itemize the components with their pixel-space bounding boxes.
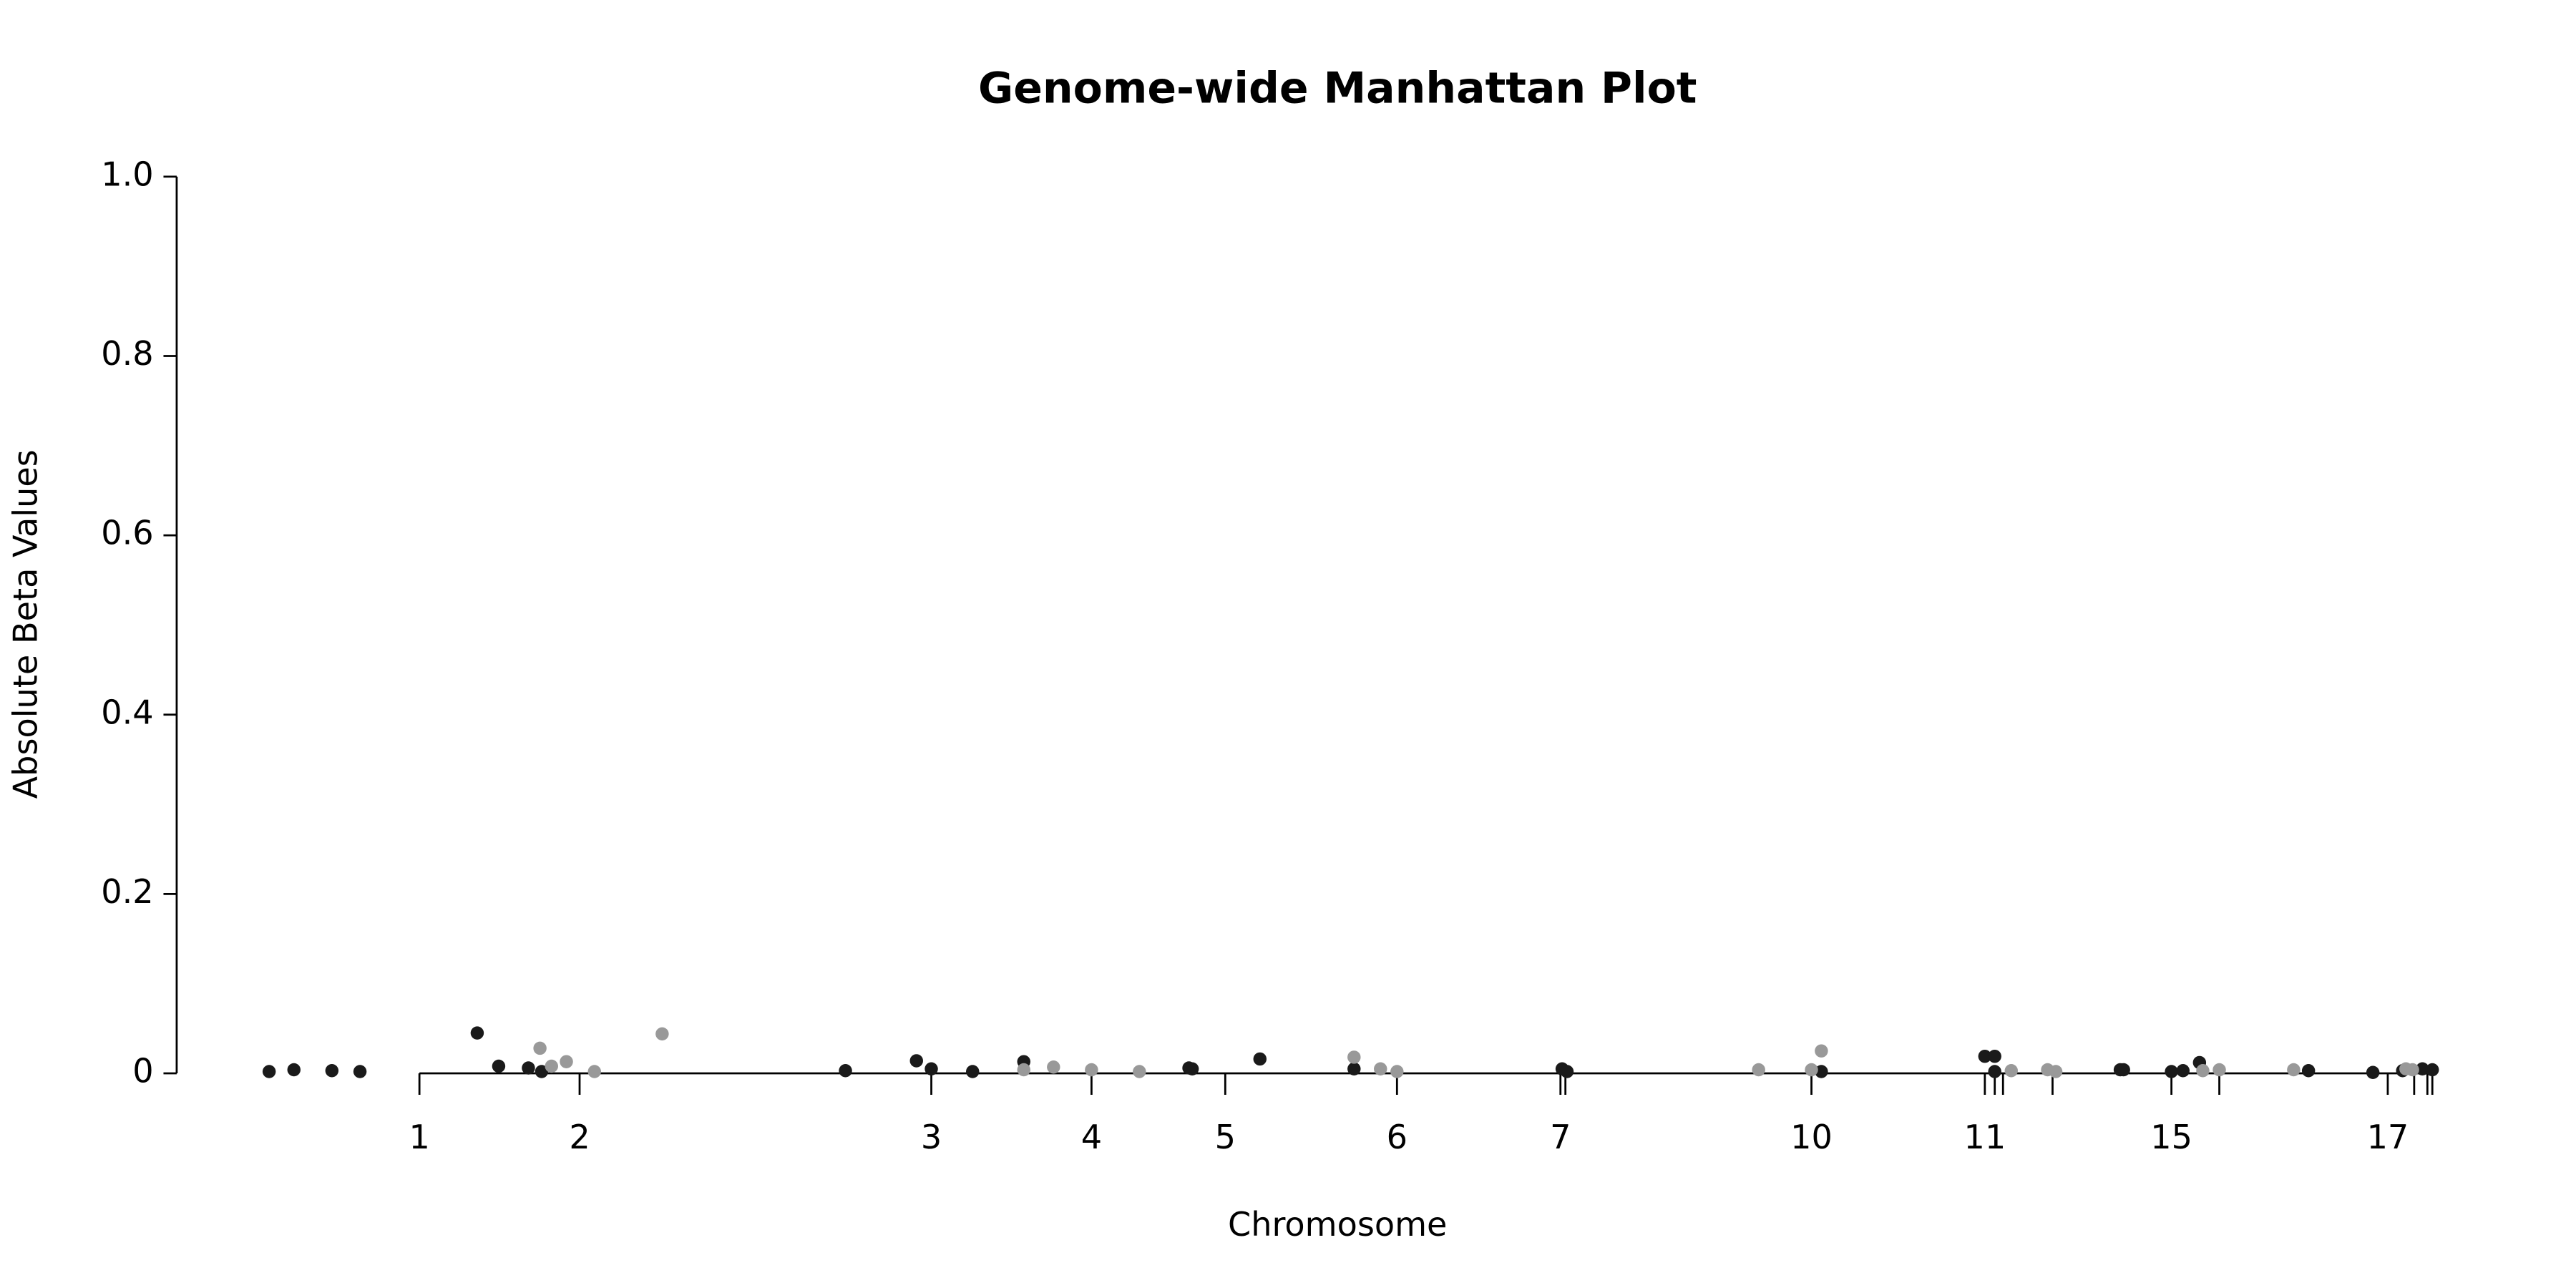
point [1805,1063,1818,1077]
point [966,1065,980,1078]
x-tick-label: 17 [2367,1118,2409,1156]
y-axis-label: Absolute Beta Values [6,449,45,799]
y-tick-label: 1.0 [101,155,153,193]
point [287,1063,301,1077]
point [1085,1063,1098,1077]
point [492,1059,506,1073]
point [1017,1063,1030,1077]
point [2176,1064,2190,1078]
x-tick-label: 5 [1215,1118,1236,1156]
point [1752,1063,1765,1077]
y-tick-label: 0 [132,1052,153,1091]
point [1374,1062,1387,1075]
point [1988,1049,2001,1063]
point [1815,1044,1828,1058]
point [587,1065,601,1078]
point [560,1055,573,1068]
point [1390,1065,1404,1078]
point [1815,1065,1828,1078]
point [909,1054,923,1068]
point [1978,1049,1992,1063]
point [1185,1062,1199,1075]
x-axis-label: Chromosome [1228,1205,1447,1244]
point [545,1059,558,1073]
x-tick-label: 6 [1387,1118,1407,1156]
point [2049,1065,2063,1078]
point [2117,1063,2130,1077]
point [1047,1060,1060,1074]
point [1560,1065,1574,1078]
x-tick-label: 11 [1963,1118,2006,1156]
x-tick-label: 3 [921,1118,942,1156]
point [924,1062,938,1075]
x-tick-label: 7 [1550,1118,1571,1156]
point [2416,1062,2429,1075]
point [1133,1065,1146,1078]
point [1347,1062,1361,1075]
point [1347,1050,1361,1064]
point [839,1064,852,1078]
point [1988,1065,2001,1078]
point [522,1061,535,1075]
y-tick-label: 0.6 [101,514,153,552]
point [2196,1064,2210,1078]
x-tick-label: 1 [409,1118,429,1156]
point [325,1064,339,1078]
x-tick-label: 10 [1790,1118,1833,1156]
point [535,1065,549,1078]
y-tick-label: 0.4 [101,693,153,731]
y-tick-label: 0.8 [101,334,153,373]
point [2004,1064,2018,1078]
y-tick-label: 0.2 [101,872,153,911]
point [2366,1065,2380,1079]
point [2287,1063,2301,1077]
point [2426,1063,2439,1077]
x-tick-label: 4 [1081,1118,1102,1156]
point [2301,1064,2316,1078]
point [353,1065,367,1078]
x-tick-label: 2 [569,1118,590,1156]
point [533,1041,547,1055]
point [1253,1052,1267,1066]
point [2165,1065,2178,1078]
x-tick-label: 15 [2150,1118,2192,1156]
point [655,1027,669,1041]
point [2212,1063,2226,1077]
point [470,1026,484,1040]
chart-title: Genome-wide Manhattan Plot [978,64,1697,114]
point [262,1065,276,1078]
point [2406,1063,2419,1077]
